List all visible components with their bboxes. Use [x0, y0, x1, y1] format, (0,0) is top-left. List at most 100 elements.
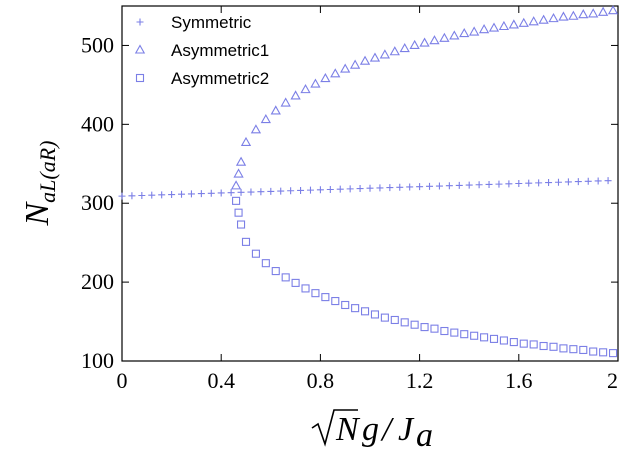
point-symmetric — [535, 179, 543, 187]
svg-text:N: N — [335, 411, 361, 448]
point-asymmetric2 — [261, 259, 270, 268]
point-asymmetric2 — [480, 333, 489, 342]
point-asymmetric2 — [400, 318, 409, 327]
x-tick-label: 1.6 — [505, 368, 533, 393]
series-symmetric — [118, 177, 612, 200]
legend-label-symmetric: Symmetric — [171, 13, 252, 32]
axis-ticks — [121, 6, 619, 362]
point-asymmetric1 — [230, 180, 242, 190]
point-symmetric — [217, 189, 225, 197]
y-axis-title-N: N — [19, 201, 56, 227]
point-asymmetric2 — [331, 296, 340, 306]
point-symmetric — [326, 185, 334, 193]
point-asymmetric1 — [459, 27, 470, 38]
point-asymmetric2 — [351, 304, 360, 313]
point-symmetric — [178, 190, 186, 198]
point-asymmetric1 — [439, 32, 450, 42]
point-symmetric — [475, 181, 483, 189]
point-asymmetric2 — [271, 267, 280, 276]
x-tick-label: 0.4 — [207, 368, 235, 393]
point-symmetric — [207, 189, 215, 197]
point-symmetric — [287, 187, 295, 195]
point-symmetric — [336, 185, 344, 193]
point-symmetric — [505, 180, 513, 188]
point-asymmetric2 — [499, 336, 508, 345]
point-asymmetric2 — [579, 345, 588, 355]
point-asymmetric2 — [440, 326, 449, 336]
point-asymmetric2 — [321, 293, 330, 302]
point-asymmetric2 — [236, 220, 246, 229]
point-asymmetric2 — [519, 339, 528, 348]
series-asymmetric2 — [232, 196, 618, 358]
y-tick-label: 300 — [81, 190, 114, 215]
y-tick-label: 100 — [81, 348, 114, 373]
point-symmetric — [197, 190, 205, 198]
point-asymmetric1 — [233, 168, 244, 178]
point-asymmetric2 — [251, 249, 260, 258]
point-asymmetric2 — [529, 340, 538, 349]
y-tick-label: 400 — [81, 111, 114, 136]
legend: Symmetric Asymmetric1 Asymmetric2 — [134, 13, 269, 88]
point-asymmetric1 — [349, 59, 361, 69]
point-symmetric — [445, 182, 453, 190]
point-asymmetric2 — [539, 341, 548, 351]
point-asymmetric2 — [450, 328, 459, 337]
point-asymmetric1 — [290, 90, 301, 100]
point-asymmetric2 — [311, 289, 320, 298]
y-tick-label: 500 — [81, 32, 114, 57]
legend-marker-asymmetric2 — [135, 73, 145, 83]
x-tick-label: 2 — [607, 368, 618, 393]
y-axis-title: NaL(aR) — [19, 140, 60, 226]
point-symmetric — [426, 182, 434, 190]
point-symmetric — [187, 190, 195, 198]
point-asymmetric1 — [409, 39, 420, 49]
point-asymmetric2 — [489, 334, 499, 343]
point-symmetric — [416, 183, 424, 191]
point-symmetric — [366, 184, 374, 192]
point-symmetric — [515, 180, 523, 187]
point-symmetric — [554, 178, 562, 186]
y-axis-title-sub: aL(aR) — [35, 140, 60, 202]
point-symmetric — [564, 178, 572, 186]
point-asymmetric1 — [389, 46, 400, 56]
legend-marker-symmetric — [136, 18, 144, 26]
point-asymmetric1 — [240, 136, 252, 147]
point-symmetric — [604, 177, 612, 185]
point-asymmetric1 — [419, 37, 430, 47]
point-asymmetric1 — [578, 9, 589, 19]
point-asymmetric1 — [340, 63, 351, 73]
point-asymmetric1 — [300, 83, 311, 94]
point-symmetric — [128, 192, 136, 200]
x-tick-labels: 0 0.4 0.8 1.2 1.6 2 — [117, 368, 619, 393]
point-symmetric — [485, 180, 493, 188]
svg-text:/: / — [380, 411, 395, 448]
point-symmetric — [138, 191, 146, 199]
series-asymmetric1 — [230, 5, 619, 190]
point-symmetric — [297, 186, 305, 194]
x-axis-title: N g / J a — [311, 409, 433, 454]
point-symmetric — [227, 189, 235, 197]
point-asymmetric1 — [429, 35, 440, 45]
x-tick-label: 0.8 — [307, 368, 335, 393]
point-symmetric — [316, 186, 324, 194]
point-symmetric — [594, 177, 602, 185]
point-asymmetric2 — [370, 310, 380, 319]
point-symmetric — [495, 180, 503, 188]
svg-text:NaL(aR): NaL(aR) — [19, 140, 60, 226]
point-asymmetric1 — [508, 19, 519, 29]
y-tick-label: 200 — [81, 269, 114, 294]
plot-frame — [121, 5, 619, 362]
point-asymmetric1 — [548, 12, 559, 23]
point-asymmetric1 — [469, 26, 480, 36]
point-asymmetric1 — [538, 14, 549, 24]
point-asymmetric2 — [470, 331, 479, 340]
point-asymmetric2 — [360, 307, 370, 316]
point-asymmetric2 — [599, 348, 608, 357]
point-asymmetric2 — [549, 342, 558, 351]
point-symmetric — [257, 188, 265, 196]
point-asymmetric2 — [569, 345, 578, 354]
point-asymmetric2 — [410, 320, 419, 329]
point-symmetric — [267, 187, 275, 195]
point-asymmetric2 — [559, 344, 568, 353]
